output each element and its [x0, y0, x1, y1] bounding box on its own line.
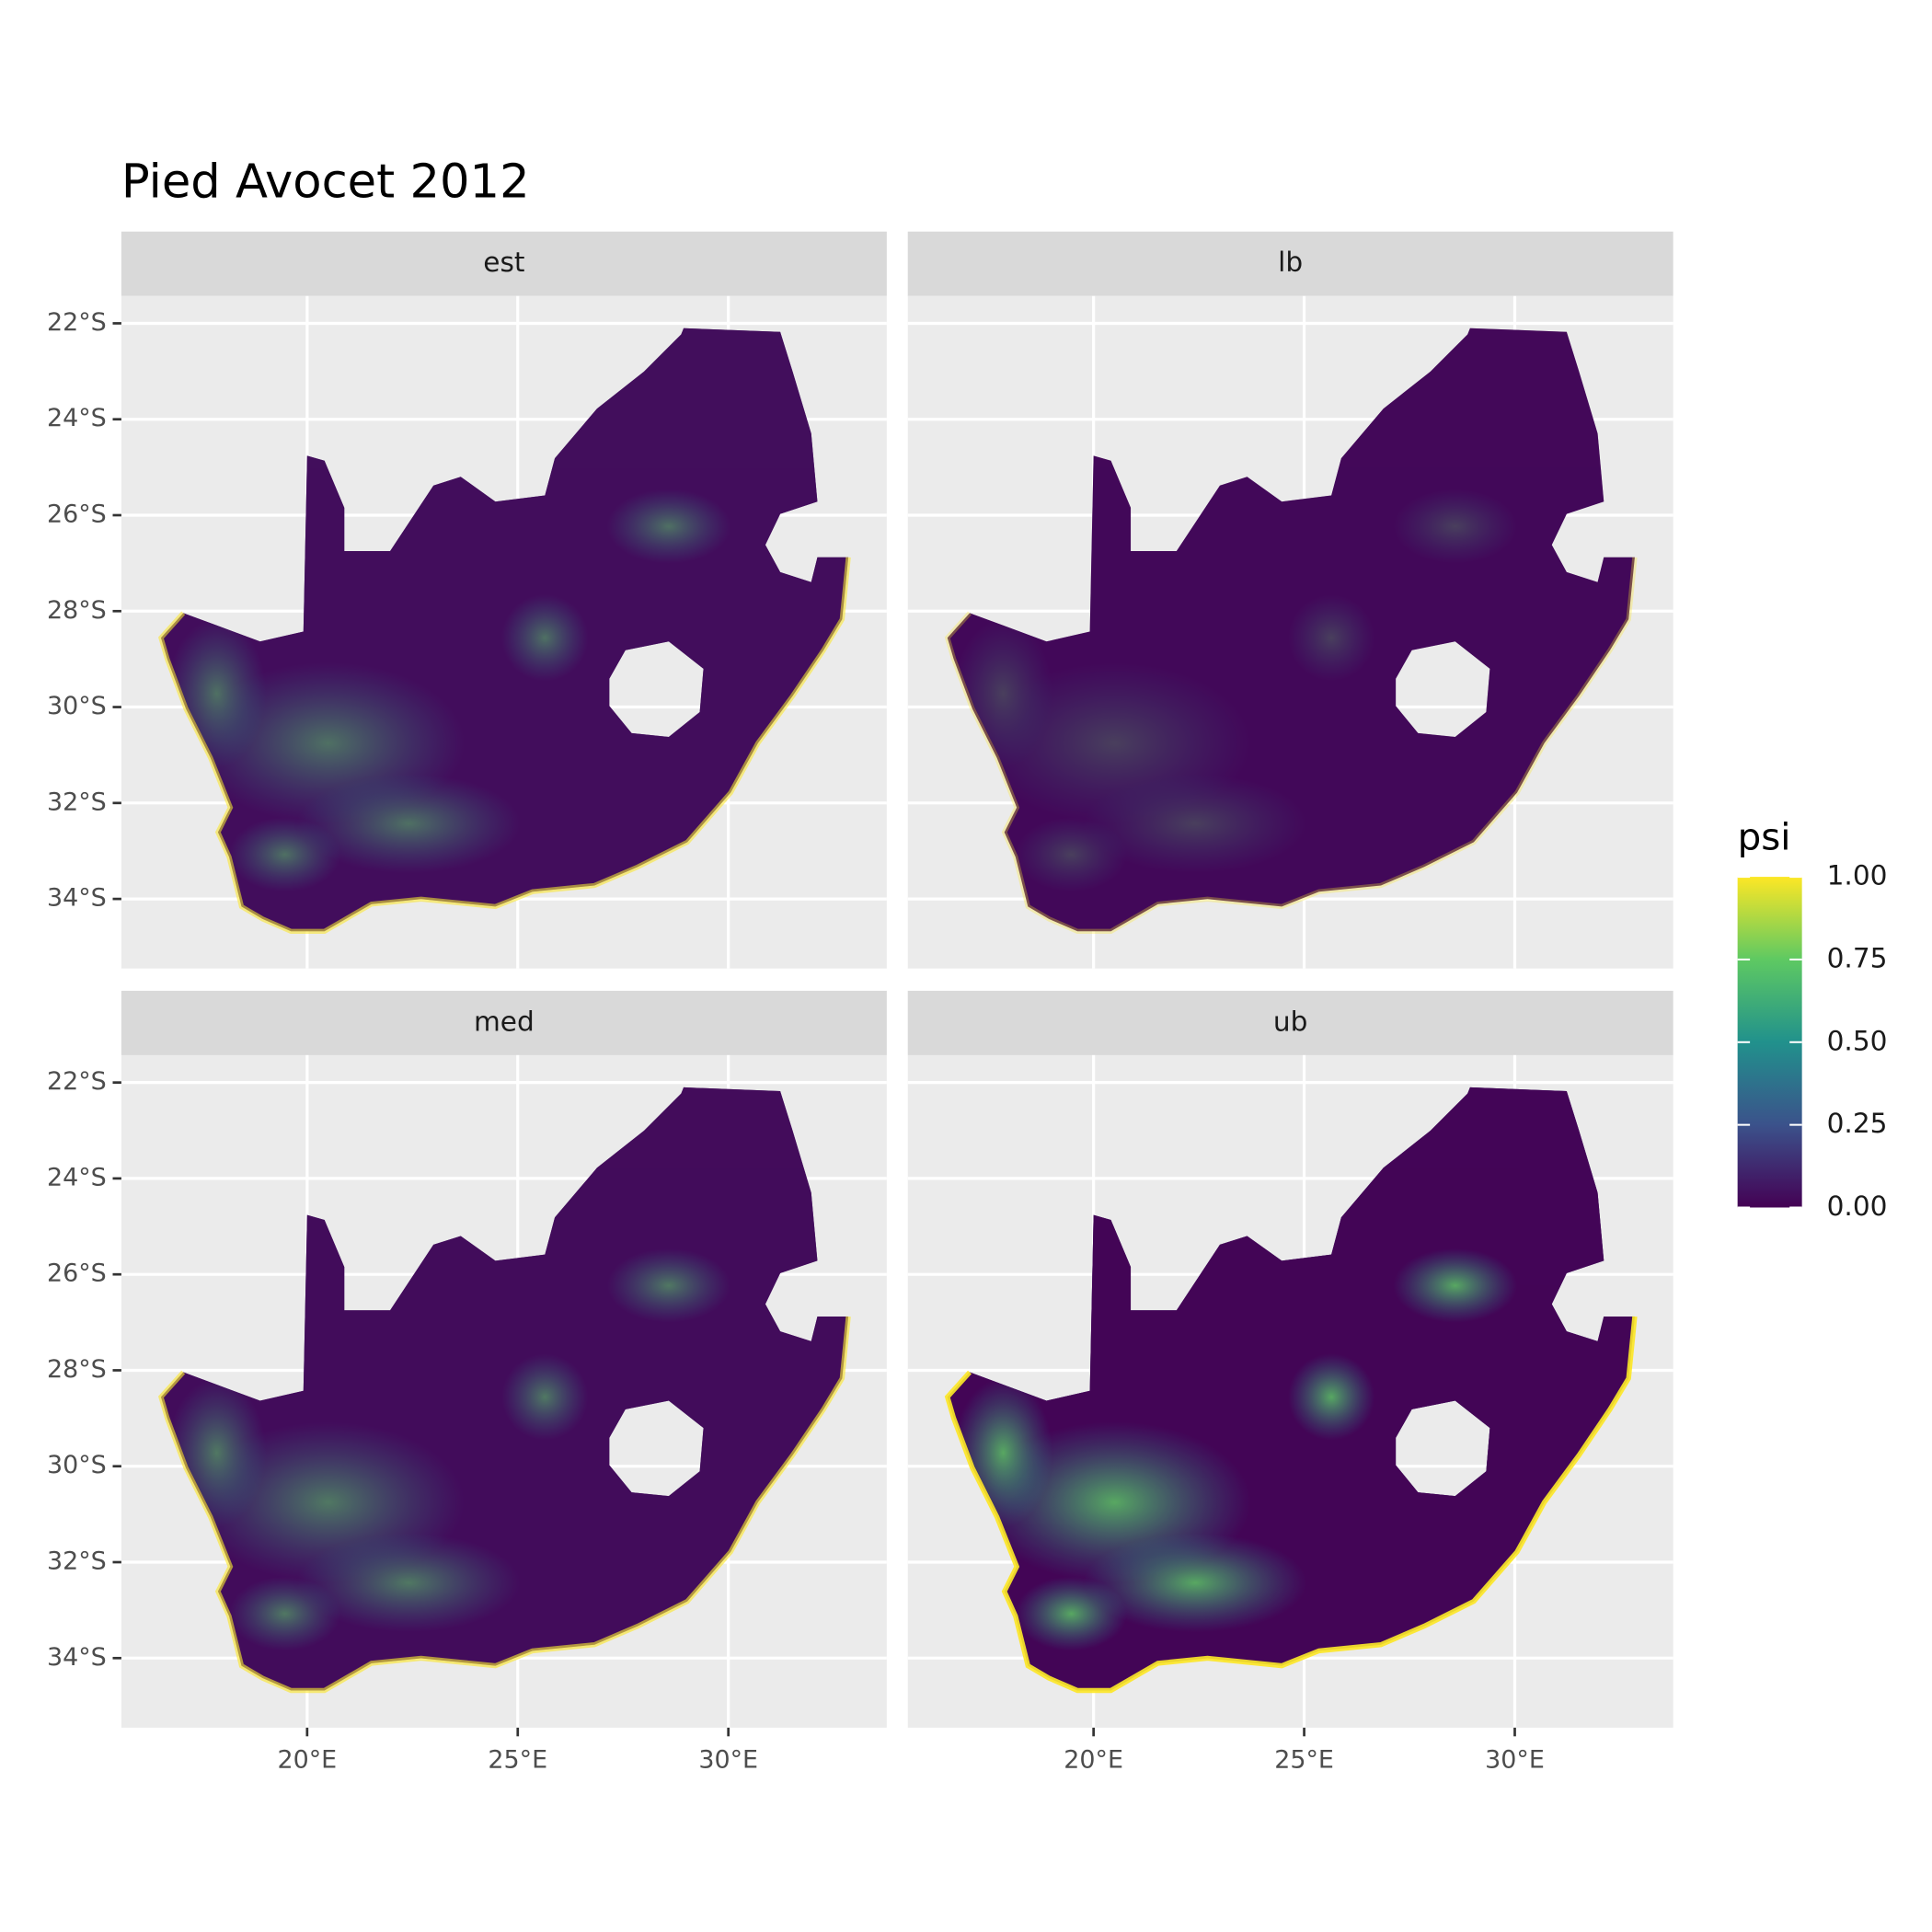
strip-label: med — [474, 1006, 535, 1037]
strip-label: est — [483, 247, 524, 278]
y-tick-label: 28°S — [47, 1355, 107, 1384]
y-tick-label: 32°S — [47, 1547, 107, 1576]
chart-title: Pied Avocet 2012 — [121, 155, 530, 210]
legend-title: psi — [1738, 816, 1791, 859]
strip — [121, 231, 887, 296]
y-tick-label: 24°S — [47, 404, 107, 432]
y-tick-label: 26°S — [47, 500, 107, 528]
y-tick-label: 24°S — [47, 1163, 107, 1191]
legend-tick-label: 0.50 — [1827, 1025, 1888, 1056]
y-tick-label: 34°S — [47, 1643, 107, 1672]
y-tick-label: 34°S — [47, 884, 107, 913]
y-tick-label: 22°S — [47, 1067, 107, 1096]
facet-panel: lb — [907, 231, 1673, 969]
legend-tick-label: 0.00 — [1827, 1190, 1888, 1222]
y-tick-label: 26°S — [47, 1259, 107, 1288]
x-tick-label: 20°E — [277, 1746, 337, 1775]
strip — [907, 231, 1673, 296]
facet-panel: med 22°S 24°S 26°S 28°S 30°S 32°S 34°S 20°E 25°E 3… — [47, 990, 887, 1775]
strip — [121, 990, 887, 1055]
legend-tick-label: 0.75 — [1827, 942, 1888, 973]
legend-tick-label: 1.00 — [1827, 860, 1888, 891]
y-tick-label: 30°S — [47, 692, 107, 720]
facet-panel: est 22°S 24°S 26°S 28°S 30°S 32°S 34°S — [47, 231, 887, 969]
y-tick-label: 28°S — [47, 596, 107, 625]
y-tick-label: 30°S — [47, 1451, 107, 1479]
x-tick-label: 30°E — [698, 1746, 758, 1775]
x-tick-label: 20°E — [1064, 1746, 1123, 1775]
x-tick-label: 30°E — [1485, 1746, 1545, 1775]
y-tick-label: 32°S — [47, 788, 107, 816]
strip-label: lb — [1278, 247, 1303, 278]
x-tick-label: 25°E — [488, 1746, 547, 1775]
facet-panel: ub 20°E 25°E 30°E — [907, 990, 1673, 1775]
y-tick-label: 22°S — [47, 308, 107, 337]
strip — [907, 990, 1673, 1055]
legend-tick-label: 0.25 — [1827, 1108, 1888, 1139]
strip-label: ub — [1273, 1006, 1308, 1037]
x-tick-label: 25°E — [1274, 1746, 1334, 1775]
